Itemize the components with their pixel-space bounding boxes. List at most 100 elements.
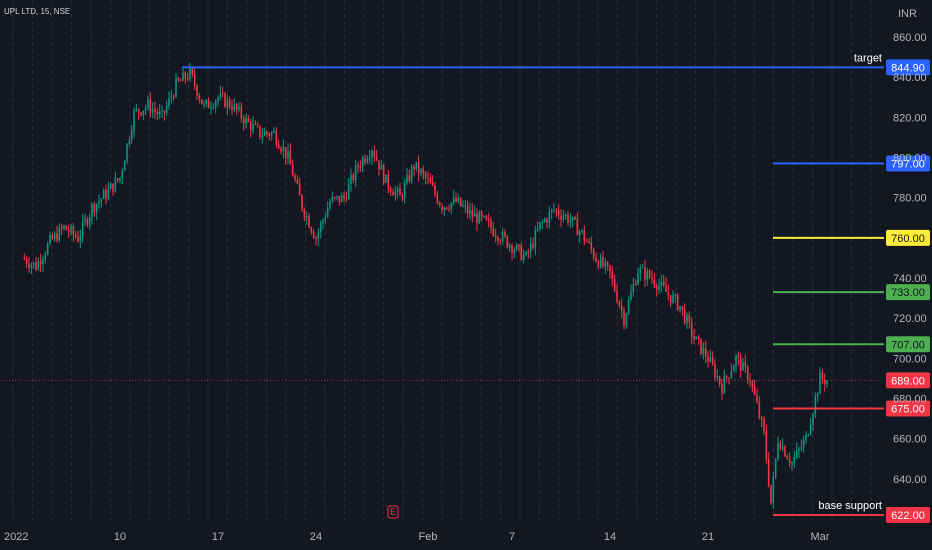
candle	[462, 200, 464, 208]
candle-body	[543, 219, 546, 222]
candle-body	[277, 144, 280, 149]
candle-body	[599, 256, 602, 268]
candle	[487, 213, 490, 228]
candle-body	[571, 217, 574, 221]
level-price-tag[interactable]	[886, 336, 930, 353]
candle	[655, 283, 658, 297]
candle-body	[826, 380, 828, 385]
candle-body	[693, 336, 695, 340]
candle-body	[389, 188, 392, 193]
candle-body	[308, 215, 310, 228]
candle-body	[275, 131, 278, 145]
price-axis[interactable]: 640.00 660.00 680.00 700.00 720.00 740.00 780.…	[893, 32, 927, 486]
candle	[72, 222, 75, 242]
candle-body	[410, 166, 413, 181]
candle	[737, 351, 740, 366]
candle-body	[317, 232, 320, 240]
candle-body	[555, 209, 558, 211]
level-price-label: 844.90	[891, 62, 925, 74]
candle	[354, 159, 357, 188]
candle	[716, 369, 719, 382]
candle	[490, 216, 492, 234]
candle-body	[646, 270, 649, 280]
candle-body	[583, 230, 586, 241]
time-tick-label: 21	[702, 531, 714, 543]
candle	[399, 183, 401, 196]
candle	[277, 139, 280, 150]
candle	[427, 171, 429, 185]
candle-body	[28, 264, 30, 268]
candle-body	[721, 383, 723, 394]
candle-body	[161, 110, 163, 112]
candle	[382, 163, 385, 186]
candle-body	[79, 236, 82, 242]
candle-body	[480, 212, 483, 217]
candle	[707, 350, 709, 368]
candle-body	[326, 208, 329, 218]
candle	[380, 159, 383, 170]
candle	[765, 424, 768, 464]
candle	[606, 260, 609, 272]
candle-body	[354, 165, 357, 181]
candle-body	[655, 285, 658, 290]
candle-body	[266, 131, 268, 134]
candle-body	[730, 371, 733, 378]
candle-body	[658, 285, 660, 290]
level-price-tag[interactable]	[886, 284, 930, 301]
candle-body	[298, 183, 301, 196]
candle-body	[98, 201, 100, 204]
candle	[25, 255, 28, 269]
candle	[219, 85, 222, 101]
candle	[30, 262, 33, 275]
candle	[795, 442, 798, 460]
candle-body	[494, 235, 497, 237]
price-levels: 844.90 target 797.00 760.00 733.00 707.00 689.…	[0, 52, 930, 523]
vertical-grid	[12, 0, 872, 520]
candle	[46, 241, 49, 256]
level-price-tag[interactable]	[886, 229, 930, 246]
level-price-tag[interactable]	[886, 372, 930, 389]
candle	[149, 92, 152, 118]
candle	[60, 223, 63, 235]
time-tick-label: 17	[212, 531, 224, 543]
candle-body	[620, 305, 623, 311]
candle-body	[697, 336, 700, 339]
level-price-tag[interactable]	[886, 155, 930, 172]
candle	[651, 270, 653, 284]
candle-body	[39, 261, 42, 265]
price-tick-label: 640.00	[893, 474, 927, 486]
candle	[385, 174, 387, 183]
earnings-label: E	[390, 507, 396, 517]
candle-body	[238, 106, 240, 110]
candle-body	[193, 74, 196, 86]
candle	[623, 307, 625, 330]
candle	[184, 71, 187, 85]
candle-body	[602, 256, 604, 267]
candle-body	[427, 178, 429, 180]
candle	[301, 194, 303, 212]
candle-body	[674, 294, 677, 296]
candle-body	[65, 225, 68, 231]
candle-body	[525, 252, 527, 255]
candle-body	[791, 462, 793, 464]
candle	[744, 354, 747, 373]
candle	[700, 338, 702, 356]
candle-body	[716, 376, 719, 378]
candle	[396, 186, 399, 199]
candle	[809, 417, 812, 436]
level-price-label: 675.00	[891, 404, 925, 416]
level-price-tag[interactable]	[886, 507, 930, 523]
candle-body	[74, 234, 77, 237]
level-price-tag[interactable]	[886, 59, 930, 76]
candle	[578, 229, 581, 243]
candle-body	[520, 245, 523, 260]
candle	[534, 225, 537, 256]
time-axis[interactable]: 2022 10 17 24 Feb 7 14 21 Mar	[4, 531, 830, 543]
earnings-badge[interactable]	[387, 505, 399, 519]
level-price-tag[interactable]	[886, 400, 930, 417]
candle-body	[800, 447, 803, 449]
candle-body	[557, 210, 560, 216]
candle-body	[709, 357, 712, 362]
earnings-marker[interactable]: E	[387, 505, 399, 519]
